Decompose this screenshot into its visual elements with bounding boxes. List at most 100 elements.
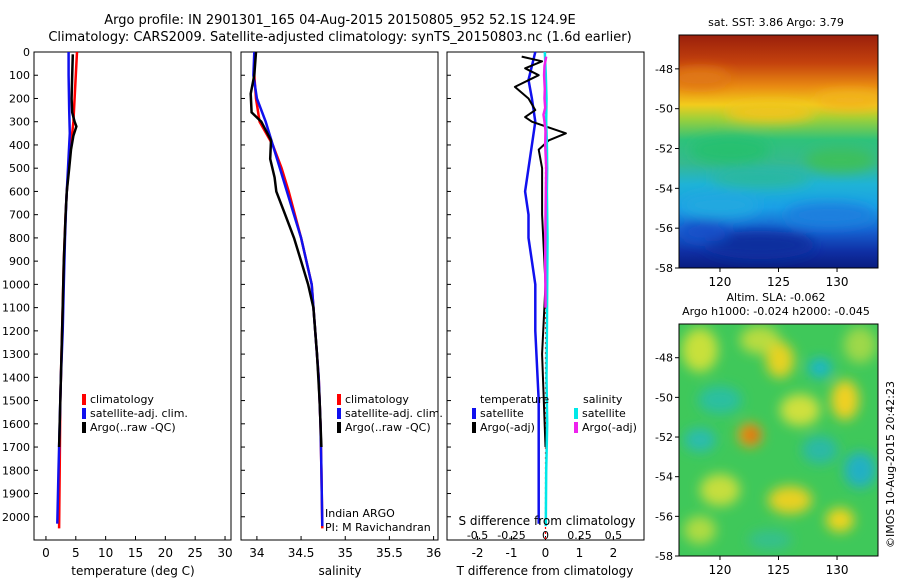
difference-series xyxy=(513,51,567,527)
temperature-legend-swatch xyxy=(82,394,86,405)
difference-top-tick-label: 0 xyxy=(542,529,549,542)
salinity-xlabel: salinity xyxy=(318,564,361,578)
difference-xtick-label: 2 xyxy=(610,546,618,560)
temperature-xtick-label: 0 xyxy=(42,546,50,560)
difference-top-label: S difference from climatology xyxy=(459,514,636,528)
temperature-ytick-label: 1000 xyxy=(2,278,30,291)
temperature-ytick-label: 1500 xyxy=(2,395,30,408)
sst-map-ytick-label: -48 xyxy=(655,63,673,76)
temperature-legend-swatch xyxy=(82,422,86,433)
difference-top-tick-label: 0.25 xyxy=(567,529,592,542)
imos-timestamp: ©IMOS 10-Aug-2015 20:42:23 xyxy=(884,381,897,548)
sst-map-ytick-label: -56 xyxy=(655,222,673,235)
sst-map-ytick-label: -52 xyxy=(655,143,673,156)
difference-xtick-label: -2 xyxy=(472,546,484,560)
salinity-legend-swatch xyxy=(337,394,341,405)
difference-xlabel: T difference from climatology xyxy=(456,564,634,578)
figure-title-line1: Argo profile: IN 2901301_165 04-Aug-2015… xyxy=(104,13,576,28)
salinity-legend-swatch xyxy=(337,408,341,419)
temperature-xlabel: temperature (deg C) xyxy=(71,564,194,578)
salinity-legend-label: satellite-adj. clim. xyxy=(345,407,443,420)
salinity-legend-label: Argo(..raw -QC) xyxy=(345,421,431,434)
sst-map-panel: sat. SST: 3.86 Argo: 3.79 120 125 130 -48 -5… xyxy=(655,16,879,289)
temperature-legend-label: climatology xyxy=(90,393,154,406)
temperature-ytick-label: 1300 xyxy=(2,348,30,361)
temperature-xtick-label: 15 xyxy=(128,546,143,560)
difference-series-0 xyxy=(523,51,540,524)
salinity-legend-label: climatology xyxy=(345,393,409,406)
salinity-xtick-label: 34 xyxy=(249,546,264,560)
difference-legend-temp-swatch xyxy=(472,408,476,419)
sst-map-xtick-label: 125 xyxy=(767,275,790,289)
difference-series-2 xyxy=(543,51,549,527)
difference-panel: -2 -1 0 1 2 -0.5 -0.25 0 0.25 0.5 T difference fr… xyxy=(446,51,645,578)
temperature-ytick-label: 700 xyxy=(9,209,30,222)
sla-heatmap xyxy=(679,324,878,556)
temperature-legend-label: Argo(..raw -QC) xyxy=(90,421,176,434)
difference-legend: temperature salinitysatelliteArgo(-adj)sa… xyxy=(472,393,637,434)
salinity-panel: 34 34.5 35 35.5 36 salinity Indian ARGO PI: … xyxy=(240,51,441,578)
salinity-xtick-label: 35 xyxy=(338,546,353,560)
sst-map-title: sat. SST: 3.86 Argo: 3.79 xyxy=(708,16,844,29)
difference-series-1 xyxy=(513,55,567,448)
sst-map-ytick-label: -58 xyxy=(655,262,673,275)
temperature-ytick-label: 900 xyxy=(9,255,30,268)
temperature-ytick-label: 800 xyxy=(9,232,30,245)
temperature-ytick-label: 0 xyxy=(23,46,30,59)
temperature-legend-swatch xyxy=(82,408,86,419)
sla-map-axes: 120 125 130 -48 -50 -52 -54 -56 -58 xyxy=(655,352,848,577)
temperature-ytick-label: 1200 xyxy=(2,325,30,338)
temperature-series-2 xyxy=(57,54,78,448)
temperature-xtick-label: 5 xyxy=(72,546,80,560)
sla-map-ytick-label: -52 xyxy=(655,431,673,444)
difference-legend-title: salinity xyxy=(583,393,623,406)
temperature-ytick-label: 1400 xyxy=(2,371,30,384)
difference-xtick-label: 1 xyxy=(576,546,584,560)
temperature-xtick-label: 30 xyxy=(217,546,232,560)
salinity-series-2 xyxy=(249,51,323,448)
sst-heatmap xyxy=(679,35,878,268)
salinity-axes: 34 34.5 35 35.5 36 xyxy=(241,51,441,560)
sla-map-ytick-label: -50 xyxy=(655,391,673,404)
salinity-xtick-label: 36 xyxy=(426,546,441,560)
temperature-ytick-label: 1600 xyxy=(2,418,30,431)
difference-legend-sal-swatch xyxy=(574,408,578,419)
sla-map-xtick-label: 125 xyxy=(767,563,790,577)
temperature-ytick-label: 1100 xyxy=(2,302,30,315)
difference-legend-temp-swatch xyxy=(472,422,476,433)
temperature-ytick-label: 100 xyxy=(9,69,30,82)
salinity-xtick-label: 34.5 xyxy=(288,546,315,560)
sla-map-title: Altim. SLA: -0.062 xyxy=(726,291,825,304)
sla-map-subtitle: Argo h1000: -0.024 h2000: -0.045 xyxy=(682,305,870,318)
salinity-series-1 xyxy=(252,51,324,527)
temperature-xtick-label: 25 xyxy=(188,546,203,560)
salinity-annotation-line1: Indian ARGO xyxy=(325,507,395,520)
difference-xtick-label: 0 xyxy=(542,546,550,560)
sla-map-ytick-label: -56 xyxy=(655,510,673,523)
temperature-ytick-label: 1900 xyxy=(2,488,30,501)
temperature-ytick-label: 600 xyxy=(9,185,30,198)
temperature-ytick-label: 1800 xyxy=(2,464,30,477)
temperature-ytick-label: 1700 xyxy=(2,441,30,454)
difference-top-tick-label: -0.5 xyxy=(467,529,488,542)
temperature-ytick-label: 400 xyxy=(9,139,30,152)
temperature-legend-label: satellite-adj. clim. xyxy=(90,407,188,420)
temperature-ytick-label: 2000 xyxy=(2,511,30,524)
temperature-xtick-label: 10 xyxy=(98,546,113,560)
difference-legend-sal-label: Argo(-adj) xyxy=(582,421,637,434)
sst-map-axes: 120 125 130 -48 -50 -52 -54 -56 -58 xyxy=(655,63,848,289)
difference-legend-temp-label: satellite xyxy=(480,407,524,420)
salinity-annotation-line2: PI: M Ravichandran xyxy=(325,521,431,534)
temperature-ytick-label: 200 xyxy=(9,92,30,105)
sst-map-xtick-label: 120 xyxy=(709,275,732,289)
sla-map-xtick-label: 120 xyxy=(709,563,732,577)
figure-title-line2: Climatology: CARS2009. Satellite-adjuste… xyxy=(48,30,632,45)
sla-map-ytick-label: -58 xyxy=(655,550,673,563)
sst-map-xtick-label: 130 xyxy=(826,275,849,289)
difference-legend-sal-swatch xyxy=(574,422,578,433)
difference-top-tick-label: 0.5 xyxy=(605,529,623,542)
temperature-axes: 0100200300400500600700800900100011001200… xyxy=(2,46,233,560)
salinity-legend-swatch xyxy=(337,422,341,433)
